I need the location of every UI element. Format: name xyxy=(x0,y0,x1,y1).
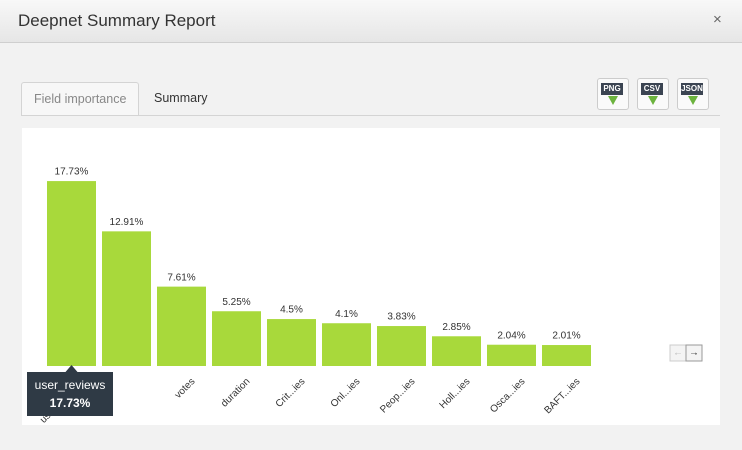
export-button[interactable]: JSON xyxy=(677,78,709,110)
bar xyxy=(47,181,96,366)
bar xyxy=(102,231,151,366)
tab[interactable]: Field importance xyxy=(21,82,140,115)
value-label: 2.01% xyxy=(552,331,580,342)
export-button[interactable]: PNG xyxy=(597,78,629,110)
tooltip-value: 17.73% xyxy=(50,396,91,410)
next-button[interactable] xyxy=(685,344,703,362)
bar xyxy=(157,286,206,366)
next-arrow: → xyxy=(689,348,699,359)
tooltip-box xyxy=(27,365,113,416)
bar xyxy=(542,345,591,366)
value-label: 2.04% xyxy=(497,330,525,341)
button-label: JSON xyxy=(681,83,703,95)
bar xyxy=(377,326,426,366)
button-label: PNG xyxy=(601,83,623,95)
prev-arrow: ← xyxy=(673,348,683,359)
button-label: CSV xyxy=(641,83,663,95)
value-label: 17.73% xyxy=(55,167,89,178)
bar xyxy=(267,319,316,366)
value-label: 7.61% xyxy=(167,272,195,283)
value-label: 4.1% xyxy=(335,309,358,320)
tooltip-label: user_reviews xyxy=(35,378,106,392)
value-label: 5.25% xyxy=(222,297,250,308)
tab[interactable]: Summary xyxy=(154,91,208,105)
header: Deepnet Summary Report × xyxy=(0,0,742,43)
close-button[interactable]: × xyxy=(713,11,722,28)
bar xyxy=(487,344,536,366)
value-label: 2.85% xyxy=(442,322,470,333)
value-label: 3.83% xyxy=(387,312,415,323)
export-button[interactable]: CSV xyxy=(637,78,669,110)
tab-divider xyxy=(21,115,720,116)
value-label: 4.5% xyxy=(280,305,303,316)
value-label: 12.91% xyxy=(110,217,144,228)
bar xyxy=(212,311,261,366)
header-title: Deepnet Summary Report xyxy=(18,11,216,30)
bar xyxy=(322,323,371,366)
bar xyxy=(432,336,481,366)
